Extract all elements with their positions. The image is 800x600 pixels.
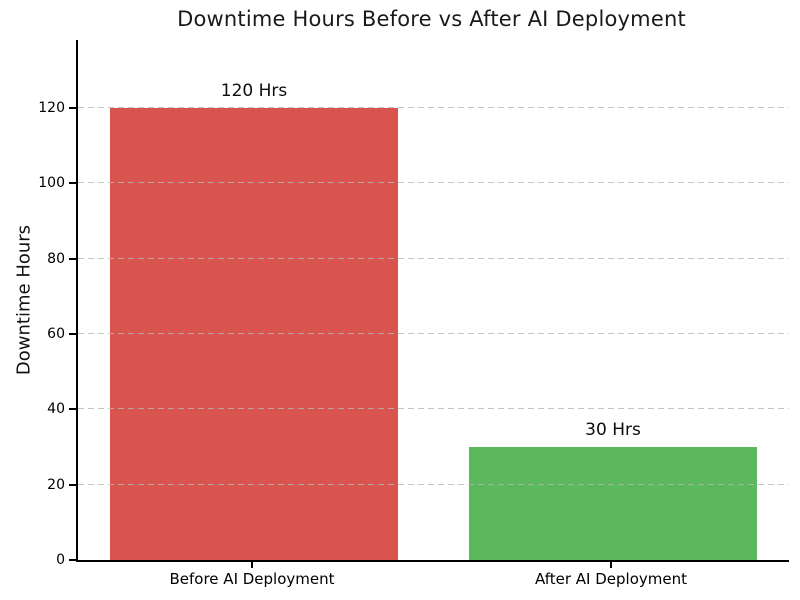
y-tick-label: 20 [47, 477, 65, 493]
x-tick-mark [251, 562, 253, 568]
x-tick-mark [610, 562, 612, 568]
gridline [78, 333, 789, 334]
y-tick-label: 0 [56, 552, 65, 568]
y-tick-mark [69, 408, 76, 410]
gridline [78, 408, 789, 409]
y-tick-label: 60 [47, 326, 65, 342]
bar-value-label: 120 Hrs [220, 81, 288, 101]
y-tick-mark [69, 182, 76, 184]
x-tick-label-before: Before AI Deployment [169, 570, 335, 588]
y-tick-label: 120 [38, 100, 65, 116]
y-tick-mark [69, 333, 76, 335]
gridline [78, 484, 789, 485]
y-tick-label: 100 [38, 175, 65, 191]
gridline [78, 182, 789, 183]
bar-value-label: 30 Hrs [585, 420, 641, 440]
gridline [78, 107, 789, 108]
y-tick-mark [69, 484, 76, 486]
y-tick-label: 40 [47, 401, 65, 417]
x-tick-label-after: After AI Deployment [535, 570, 687, 588]
bar-before-ai [110, 108, 398, 560]
y-tick-mark [69, 107, 76, 109]
y-axis-label: Downtime Hours [13, 224, 35, 376]
bar-after-ai [469, 447, 757, 560]
chart-title: Downtime Hours Before vs After AI Deploy… [177, 7, 686, 31]
y-tick-mark [69, 258, 76, 260]
y-tick-label: 80 [47, 251, 65, 267]
y-tick-mark [69, 559, 76, 561]
plot-area: 120 Hrs 30 Hrs [76, 40, 789, 562]
gridline [78, 258, 789, 259]
